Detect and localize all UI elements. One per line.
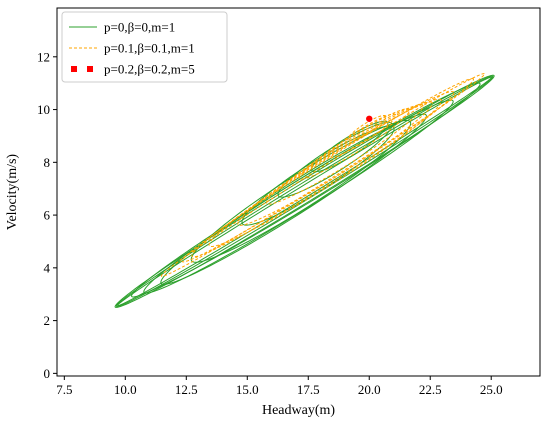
y-tick-label: 0 bbox=[44, 366, 51, 381]
y-tick-label: 12 bbox=[37, 49, 50, 64]
series-3 bbox=[366, 115, 373, 122]
legend-item-2: p=0.1,β=0.1,m=1 bbox=[69, 41, 195, 56]
legend-label: p=0.2,β=0.2,m=5 bbox=[104, 62, 195, 77]
y-tick-label: 6 bbox=[44, 208, 51, 223]
legend-item-3: p=0.2,β=0.2,m=5 bbox=[71, 62, 195, 77]
series-1-loop-7 bbox=[190, 119, 412, 263]
legend-marker bbox=[71, 66, 77, 72]
y-tick-label: 10 bbox=[37, 102, 50, 117]
y-tick-label: 2 bbox=[44, 313, 51, 328]
x-tick-label: 17.5 bbox=[297, 382, 320, 397]
series-2-loop-7 bbox=[299, 108, 411, 180]
series-2-loop-5 bbox=[237, 101, 433, 226]
x-tick-label: 22.5 bbox=[419, 382, 442, 397]
plot-area bbox=[114, 73, 495, 308]
x-tick-label: 20.0 bbox=[358, 382, 381, 397]
x-axis-label: Headway(m) bbox=[262, 403, 335, 418]
series-2-loop-1 bbox=[160, 73, 485, 277]
x-tick-label: 7.5 bbox=[56, 382, 72, 397]
legend: p=0,β=0,m=1 p=0.1,β=0.1,m=1 p=0.2,β=0.2,m=… bbox=[61, 11, 228, 83]
axes-frame bbox=[56, 7, 541, 377]
series-2-loop-2 bbox=[181, 78, 475, 263]
series-1-loop-6 bbox=[160, 113, 427, 285]
series-2-loop-8 bbox=[327, 113, 397, 159]
series-2-loop-9 bbox=[347, 114, 387, 142]
x-tick-label: 15.0 bbox=[236, 382, 259, 397]
series-3-point-1 bbox=[366, 115, 373, 122]
legend-marker bbox=[87, 66, 93, 72]
x-tick-label: 25.0 bbox=[480, 382, 503, 397]
series-2 bbox=[160, 73, 485, 277]
plot-layer bbox=[114, 73, 495, 308]
legend-item-1: p=0,β=0,m=1 bbox=[69, 20, 175, 35]
series-2-loop-4 bbox=[208, 98, 443, 247]
series-1-loop-1 bbox=[114, 74, 495, 308]
series-1-loop-2 bbox=[115, 75, 494, 307]
ticks-layer: 7.5 10.0 12.5 15.0 17.5 20.0 22.5 25.0 0 2 4 6 8 10 12 bbox=[37, 49, 503, 397]
y-axis-label: Velocity(m/s) bbox=[5, 154, 20, 231]
series-2-loop-6 bbox=[266, 104, 424, 205]
y-tick-label: 8 bbox=[44, 155, 51, 170]
x-tick-label: 10.0 bbox=[114, 382, 137, 397]
series-2-loop-3 bbox=[191, 91, 455, 258]
legend-label: p=0,β=0,m=1 bbox=[104, 20, 175, 35]
series-1-loop-9 bbox=[277, 121, 393, 198]
series-1-loop-10 bbox=[311, 120, 389, 173]
legend-box bbox=[61, 11, 228, 83]
x-tick-label: 12.5 bbox=[175, 382, 198, 397]
y-tick-label: 4 bbox=[44, 260, 51, 275]
legend-label: p=0.1,β=0.1,m=1 bbox=[104, 41, 195, 56]
